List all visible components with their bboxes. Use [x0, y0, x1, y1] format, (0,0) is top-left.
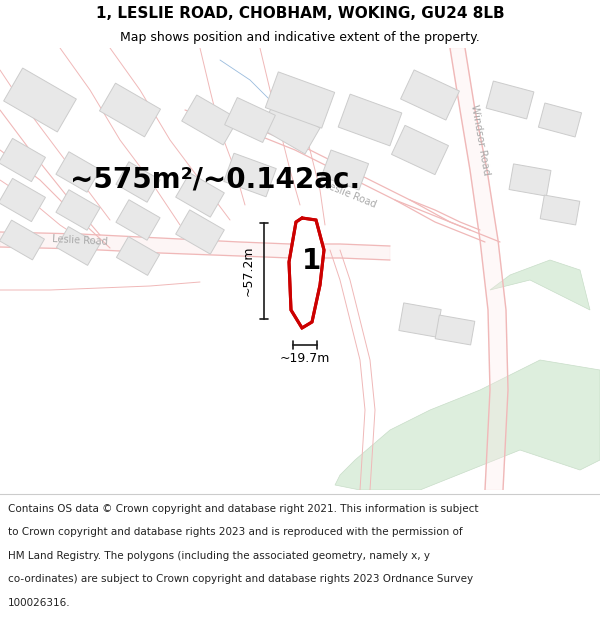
Polygon shape	[450, 48, 508, 490]
Polygon shape	[0, 232, 390, 260]
Bar	[176, 173, 224, 217]
Polygon shape	[335, 360, 600, 490]
Bar	[116, 237, 160, 276]
Bar	[265, 72, 335, 128]
Text: ~57.2m: ~57.2m	[241, 246, 254, 296]
Bar	[56, 152, 100, 192]
Text: Map shows position and indicative extent of the property.: Map shows position and indicative extent…	[120, 31, 480, 44]
Bar	[56, 190, 100, 230]
Bar	[116, 200, 160, 240]
Bar	[0, 178, 46, 222]
Text: 100026316.: 100026316.	[8, 598, 70, 608]
Bar	[224, 153, 276, 197]
Text: Leslie Road: Leslie Road	[52, 234, 108, 246]
Bar	[4, 68, 76, 132]
Bar	[435, 315, 475, 345]
Text: Leslie Road: Leslie Road	[322, 180, 377, 210]
Bar	[56, 227, 100, 266]
Bar	[100, 83, 161, 137]
Bar	[224, 98, 275, 142]
Text: Contains OS data © Crown copyright and database right 2021. This information is : Contains OS data © Crown copyright and d…	[8, 504, 478, 514]
Text: Windsor Road: Windsor Road	[469, 104, 491, 176]
Bar	[509, 164, 551, 196]
Polygon shape	[490, 260, 590, 310]
Bar	[0, 138, 46, 182]
Bar	[116, 162, 160, 202]
Bar	[540, 195, 580, 225]
Bar	[176, 210, 224, 254]
Bar	[486, 81, 534, 119]
Text: to Crown copyright and database rights 2023 and is reproduced with the permissio: to Crown copyright and database rights 2…	[8, 527, 463, 537]
Bar	[401, 70, 460, 120]
Text: HM Land Registry. The polygons (including the associated geometry, namely x, y: HM Land Registry. The polygons (includin…	[8, 551, 430, 561]
Text: 1, LESLIE ROAD, CHOBHAM, WOKING, GU24 8LB: 1, LESLIE ROAD, CHOBHAM, WOKING, GU24 8L…	[95, 6, 505, 21]
Polygon shape	[289, 218, 324, 328]
Bar	[399, 303, 441, 337]
Bar	[391, 126, 449, 174]
Text: ~575m²/~0.142ac.: ~575m²/~0.142ac.	[70, 166, 360, 194]
Text: ~19.7m: ~19.7m	[280, 352, 330, 366]
Bar	[322, 150, 368, 190]
Bar	[0, 220, 44, 260]
Bar	[338, 94, 402, 146]
Bar	[182, 95, 238, 145]
Text: 1: 1	[302, 246, 322, 274]
Bar	[538, 103, 581, 137]
Text: co-ordinates) are subject to Crown copyright and database rights 2023 Ordnance S: co-ordinates) are subject to Crown copyr…	[8, 574, 473, 584]
Bar	[260, 102, 320, 154]
